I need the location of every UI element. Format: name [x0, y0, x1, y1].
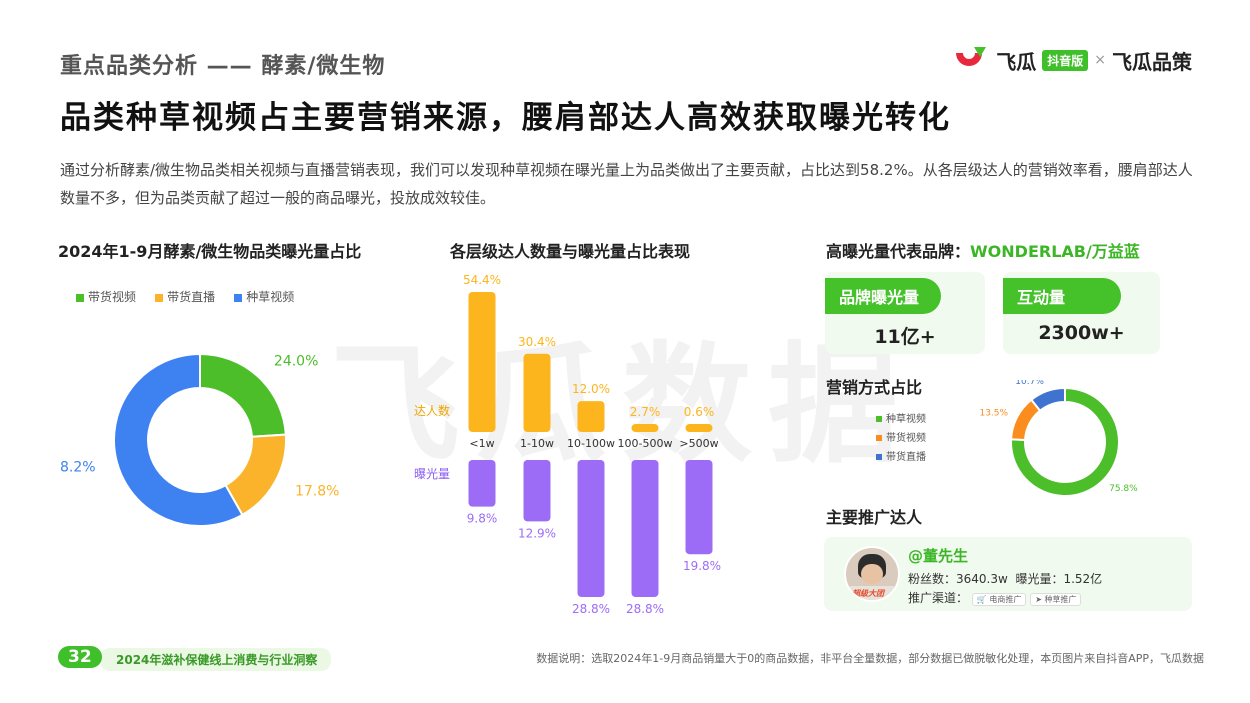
- exposure-slice-label: 24.0%: [274, 353, 318, 369]
- exposure-bar: [523, 460, 551, 522]
- kpi-card-interaction: 互动量 2300w+: [1003, 272, 1160, 354]
- logo-badge: 抖音版: [1042, 49, 1089, 71]
- promoter-channels: 推广渠道： 🛒 电商推广 ➤ 种草推广: [908, 589, 1082, 606]
- avatar[interactable]: 超级大团: [844, 546, 900, 602]
- promoter-stats: 粉丝数：3640.3w 曝光量：1.52亿: [908, 570, 1102, 587]
- avatar-badge: 超级大团: [852, 589, 884, 598]
- channels-label: 推广渠道：: [908, 591, 969, 605]
- promoter-name[interactable]: @董先生: [908, 547, 969, 565]
- chart1-legend: 带货视频 带货直播 种草视频: [76, 286, 308, 305]
- promoter-card: 超级大团 @董先生 粉丝数：3640.3w 曝光量：1.52亿 推广渠道： 🛒 …: [824, 537, 1192, 611]
- exposure-bar: [577, 460, 605, 597]
- legend-item: 带货视频: [76, 290, 136, 304]
- tier-tick-label: <1w: [469, 437, 494, 450]
- exposure-bar-label: 28.8%: [626, 602, 664, 616]
- exposure-bar-label: 28.8%: [572, 602, 610, 616]
- legend-item: 种草视频: [234, 290, 294, 304]
- talent-bar-label: 30.4%: [518, 335, 556, 349]
- talent-bar-label: 0.6%: [684, 405, 715, 419]
- talent-bar: [631, 424, 659, 432]
- brand-title-prefix: 高曝光量代表品牌：: [826, 242, 971, 261]
- kpi-card-exposure: 品牌曝光量 11亿+: [825, 272, 985, 354]
- legend-item: 带货视频: [876, 429, 926, 448]
- tier-tick-label: 10-100w: [567, 437, 615, 450]
- talent-bar-label: 2.7%: [630, 405, 661, 419]
- section-title: 重点品类分析 —— 酵素/微生物: [60, 54, 386, 79]
- brand-name: WONDERLAB/万益蓝: [970, 242, 1140, 261]
- marketing-slice: [1010, 386, 1120, 497]
- exposure-slice-label: 58.2%: [60, 460, 96, 476]
- promoter-exposure: 曝光量：1.52亿: [1015, 572, 1103, 586]
- exposure-bar-label: 9.8%: [467, 512, 498, 526]
- exposure-bar: [685, 460, 713, 555]
- chart2-title: 各层级达人数量与曝光量占比表现: [450, 242, 691, 261]
- logo-partner: 飞瓜品策: [1112, 49, 1192, 74]
- marketing-title: 营销方式占比: [826, 378, 923, 397]
- legend-item: 带货直播: [876, 448, 926, 467]
- watermark-text: 飞瓜数据: [330, 329, 915, 481]
- intro-paragraph: 通过分析酵素/微生物品类相关视频与直播营销表现，我们可以发现种草视频在曝光量上为…: [60, 161, 1193, 207]
- brand-logo: 飞瓜 抖音版 × 飞瓜品策: [952, 44, 1192, 76]
- kpi-label: 互动量: [1003, 278, 1121, 314]
- talent-bar: [577, 401, 605, 432]
- channel-tag: ➤ 种草推广: [1030, 593, 1082, 606]
- brand-title: 高曝光量代表品牌：WONDERLAB/万益蓝: [826, 238, 1140, 262]
- series-label-talent: 达人数: [414, 403, 450, 418]
- tier-tick-label: >500w: [679, 437, 718, 450]
- tier-tick-label: 100-500w: [618, 437, 673, 450]
- exposure-bar: [631, 460, 659, 597]
- chart1-title: 2024年1-9月酵素/微生物品类曝光量占比: [58, 242, 362, 261]
- talent-bar: [468, 292, 496, 432]
- marketing-slice-label: 10.7%: [1015, 380, 1044, 387]
- page-title: 品类种草视频占主要营销来源，腰肩部达人高效获取曝光转化: [60, 100, 951, 136]
- legend-item: 带货直播: [155, 290, 215, 304]
- talent-bar: [685, 424, 713, 432]
- series-label-exposure: 曝光量: [414, 467, 450, 481]
- kpi-value: 11亿+: [874, 326, 936, 348]
- channel-tag: 🛒 电商推广: [971, 593, 1027, 606]
- feigua-logo-icon: [956, 47, 987, 66]
- tier-tick-label: 1-10w: [520, 437, 554, 450]
- tier-bar-chart: 54.4% <1w 9.8% 30.4% 1-10w 12.9% 12.0% 10-100w 2…: [414, 273, 721, 616]
- exposure-slice-label: 17.8%: [295, 483, 339, 499]
- talent-bar-label: 54.4%: [463, 273, 501, 287]
- legend-item: 种草视频: [876, 410, 926, 429]
- exposure-donut-chart: 24.0% 17.8% 58.2%: [60, 352, 339, 527]
- kpi-value: 2300w+: [1038, 322, 1125, 344]
- logo-brand: 飞瓜: [996, 49, 1037, 74]
- talent-bar-label: 12.0%: [572, 382, 610, 396]
- exposure-bar: [468, 460, 496, 507]
- data-note: 数据说明：选取2024年1-9月商品销量大于0的商品数据，非平台全量数据，部分数…: [536, 652, 1204, 665]
- promoter-fans: 粉丝数：3640.3w: [908, 572, 1008, 586]
- marketing-slice-label: 13.5%: [979, 408, 1008, 418]
- logo-separator: ×: [1094, 52, 1106, 68]
- kpi-label: 品牌曝光量: [825, 278, 941, 314]
- exposure-slice: [113, 352, 244, 527]
- talent-bar: [523, 353, 551, 432]
- exposure-bar-label: 12.9%: [518, 526, 556, 540]
- marketing-donut-chart: 75.8% 13.5% 10.7%: [979, 380, 1138, 497]
- chart3-legend: 种草视频 带货视频 带货直播: [876, 410, 926, 467]
- exposure-bar-label: 19.8%: [683, 559, 721, 573]
- report-name: 2024年滋补保健线上消费与行业洞察: [100, 648, 332, 671]
- marketing-slice: [1029, 386, 1066, 413]
- marketing-slice-label: 75.8%: [1109, 484, 1138, 494]
- promoter-title: 主要推广达人: [826, 508, 923, 527]
- page-number: 32: [58, 646, 102, 668]
